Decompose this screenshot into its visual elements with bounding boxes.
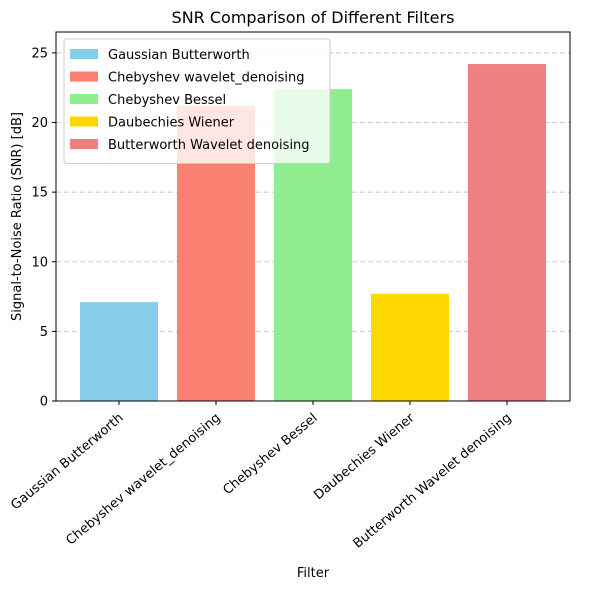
- legend-label: Gaussian Butterworth: [108, 48, 250, 63]
- y-axis-label: Signal-to-Noise Ratio (SNR) [dB]: [10, 112, 25, 321]
- legend-label: Butterworth Wavelet denoising: [108, 138, 310, 153]
- x-tick-label: Chebyshev wavelet_denoising: [63, 411, 223, 549]
- x-tick-label: Daubechies Wiener: [311, 410, 418, 503]
- legend-swatch: [70, 94, 98, 104]
- x-tick-label: Butterworth Wavelet denoising: [351, 411, 515, 552]
- bars: [80, 64, 546, 402]
- bar: [80, 302, 158, 401]
- y-tick-label: 5: [40, 325, 48, 340]
- bar: [371, 293, 449, 401]
- legend-box: [63, 38, 331, 164]
- y-tick-label: 15: [31, 186, 48, 201]
- legend-label: Chebyshev wavelet_denoising: [108, 71, 305, 86]
- x-axis-label: Filter: [297, 566, 330, 581]
- x-tick-label: Chebyshev Bessel: [220, 411, 320, 498]
- y-axis: 0 5 10 15 20 25: [31, 46, 56, 410]
- y-tick-label: 20: [31, 116, 48, 131]
- y-tick-label: 25: [31, 46, 48, 61]
- chart-title: SNR Comparison of Different Filters: [172, 8, 455, 27]
- legend-swatch: [70, 71, 98, 82]
- y-tick-label: 10: [31, 255, 48, 270]
- legend-swatch: [70, 139, 98, 149]
- legend-label: Daubechies Wiener: [108, 116, 235, 131]
- legend-label: Chebyshev Bessel: [108, 93, 226, 108]
- y-tick-label: 0: [40, 395, 48, 410]
- legend-swatch: [70, 49, 98, 59]
- bar: [468, 64, 546, 401]
- legend-swatch: [70, 116, 98, 127]
- legend: Gaussian Butterworth Chebyshev wavelet_de…: [63, 38, 331, 164]
